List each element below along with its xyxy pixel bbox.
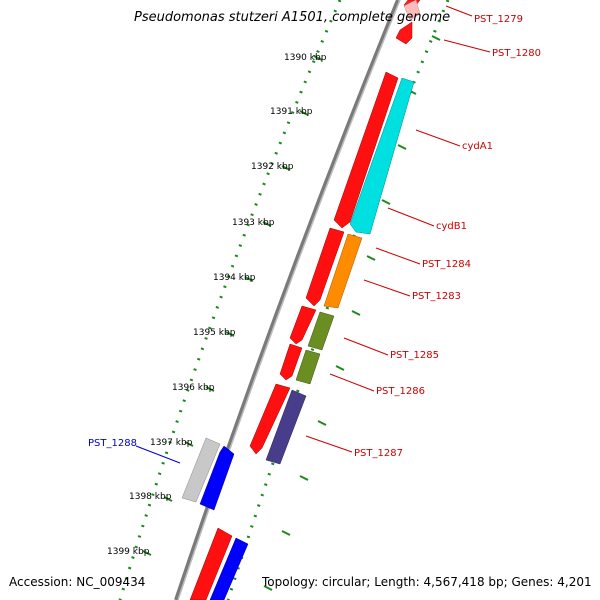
gene-pst-1288-grey[interactable]	[181, 437, 221, 503]
outer-tick-0	[431, 35, 441, 41]
tick-label-1396: 1396 kbp	[172, 383, 215, 393]
outer-tick-5	[351, 310, 361, 316]
gene-red-forward-6[interactable]	[189, 527, 233, 600]
gene-label-pst-1284[interactable]: PST_1284	[422, 259, 471, 270]
outer-tick-3	[381, 199, 391, 205]
gene-pst-1279-pink[interactable]	[403, 0, 421, 21]
inner-dotted-ring	[118, 0, 342, 600]
gene-label-cydb1[interactable]: cydB1	[436, 221, 467, 232]
outer-tick-4	[366, 255, 376, 261]
gene-label-pst-1286[interactable]: PST_1286	[376, 386, 425, 397]
gene-cyda1[interactable]	[349, 77, 415, 235]
gene-pst-1280[interactable]	[395, 21, 413, 45]
tick-label-1393: 1393 kbp	[232, 218, 275, 228]
gene-pst-1284[interactable]	[323, 233, 363, 309]
tick-label-1398: 1398 kbp	[129, 492, 172, 502]
gene-label-pst-1283[interactable]: PST_1283	[412, 291, 461, 302]
outer-tick-6	[335, 365, 345, 371]
outer-tick-7	[317, 420, 327, 426]
gene-pst-1288[interactable]	[199, 445, 235, 511]
gene-red-forward-2[interactable]	[305, 227, 345, 307]
gene-label-pst-1288[interactable]: PST_1288	[88, 438, 137, 449]
outer-tick-8	[299, 475, 309, 481]
gene-red-forward-5[interactable]	[249, 383, 291, 455]
tick-label-1392: 1392 kbp	[251, 162, 294, 172]
scale-tick-6	[205, 386, 215, 392]
scale-tick-9	[142, 550, 152, 556]
gene-label-cyda1[interactable]: cydA1	[462, 141, 493, 152]
outer-ring-ticks	[263, 35, 441, 591]
gene-labels: PST_1279 PST_1280 cydA1 cydB1 PST_1284 P…	[88, 14, 541, 459]
scale-tick-3	[262, 221, 272, 227]
gene-label-pst-1285[interactable]: PST_1285	[390, 350, 439, 361]
gene-label-leaders	[135, 5, 491, 464]
tick-label-1394: 1394 kbp	[213, 273, 256, 283]
scale-tick-0	[313, 55, 323, 61]
scale-tick-labels: 1390 kbp 1391 kbp 1392 kbp 1393 kbp 1394…	[107, 53, 327, 557]
gene-pst-1287[interactable]	[265, 389, 307, 465]
gene-features[interactable]	[181, 0, 421, 600]
topology-text: Topology: circular; Length: 4,567,418 bp…	[261, 575, 592, 589]
map-title: Pseudomonas stutzeri A1501, complete gen…	[134, 10, 450, 25]
scale-tick-2	[281, 165, 291, 171]
tick-label-1397: 1397 kbp	[150, 438, 193, 448]
gene-label-pst-1279[interactable]: PST_1279	[474, 14, 523, 25]
outer-tick-2	[397, 144, 407, 150]
tick-label-1399: 1399 kbp	[107, 547, 150, 557]
tick-label-1390: 1390 kbp	[284, 53, 327, 63]
tick-label-1391: 1391 kbp	[270, 107, 313, 117]
scale-tick-4	[244, 276, 254, 282]
outer-tick-10	[263, 585, 273, 591]
scale-tick-1	[299, 110, 309, 116]
scale-tick-7	[184, 441, 194, 447]
gene-red-forward-3[interactable]	[289, 305, 317, 345]
genome-backbone	[174, 0, 400, 600]
scale-tick-5	[225, 331, 235, 337]
scale-tick-8	[163, 496, 173, 502]
gene-label-pst-1287[interactable]: PST_1287	[354, 448, 403, 459]
tick-label-1395: 1395 kbp	[193, 328, 236, 338]
gene-blue-forward-7[interactable]	[209, 537, 249, 600]
gene-pst-1286[interactable]	[295, 349, 321, 385]
gene-red-forward-1[interactable]	[333, 71, 399, 229]
scale-ticks	[142, 55, 323, 556]
gene-pst-1285[interactable]	[307, 311, 335, 351]
accession-text: Accession: NC_009434	[9, 575, 145, 589]
gene-red-forward-4[interactable]	[279, 343, 303, 381]
outer-tick-9	[281, 530, 291, 536]
genome-backbone-highlight	[177, 0, 401, 600]
gene-label-pst-1280[interactable]: PST_1280	[492, 48, 541, 59]
